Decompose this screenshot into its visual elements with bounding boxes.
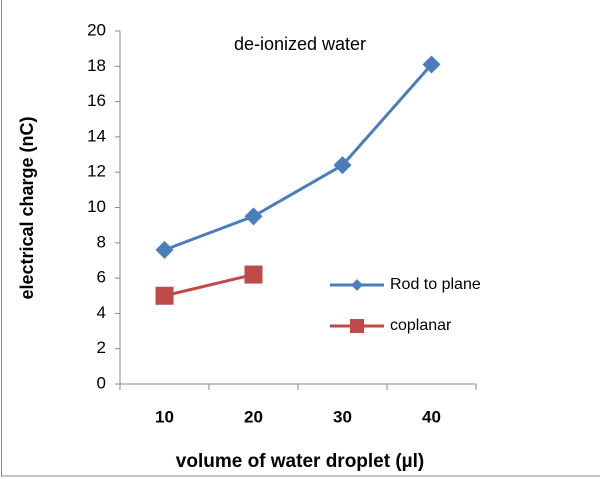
x-tick-label: 10 [155,407,174,426]
data-point [422,55,441,74]
y-tick-label: 14 [87,126,106,145]
data-point [244,265,263,284]
x-tick-label: 30 [333,407,352,426]
series-line [163,63,433,252]
y-tick-label: 16 [87,91,106,110]
y-tick-label: 0 [97,373,106,392]
y-tick-label: 8 [97,232,106,251]
y-tick-label: 6 [97,268,106,287]
y-tick-label: 18 [87,56,106,75]
data-point [155,286,174,305]
data-point [244,207,263,226]
x-axis-title: volume of water droplet (µl) [176,451,424,472]
y-tick-label: 10 [87,197,106,216]
y-tick-label: 20 [87,20,106,39]
y-tick-label: 12 [87,162,106,181]
chart-title: de-ionized water [234,34,366,54]
series-line [164,273,254,298]
y-axis-title: electrical charge (nC) [17,116,37,299]
legend-marker [351,279,363,291]
data-point [155,240,174,259]
legend-marker [350,319,364,333]
x-tick-label: 20 [244,407,263,426]
y-tick-label: 2 [97,338,106,357]
x-tick-label: 40 [422,407,441,426]
data-point [333,156,352,175]
legend-label: Rod to plane [390,276,481,293]
legend-label: coplanar [390,317,452,334]
y-tick-label: 4 [97,303,106,322]
